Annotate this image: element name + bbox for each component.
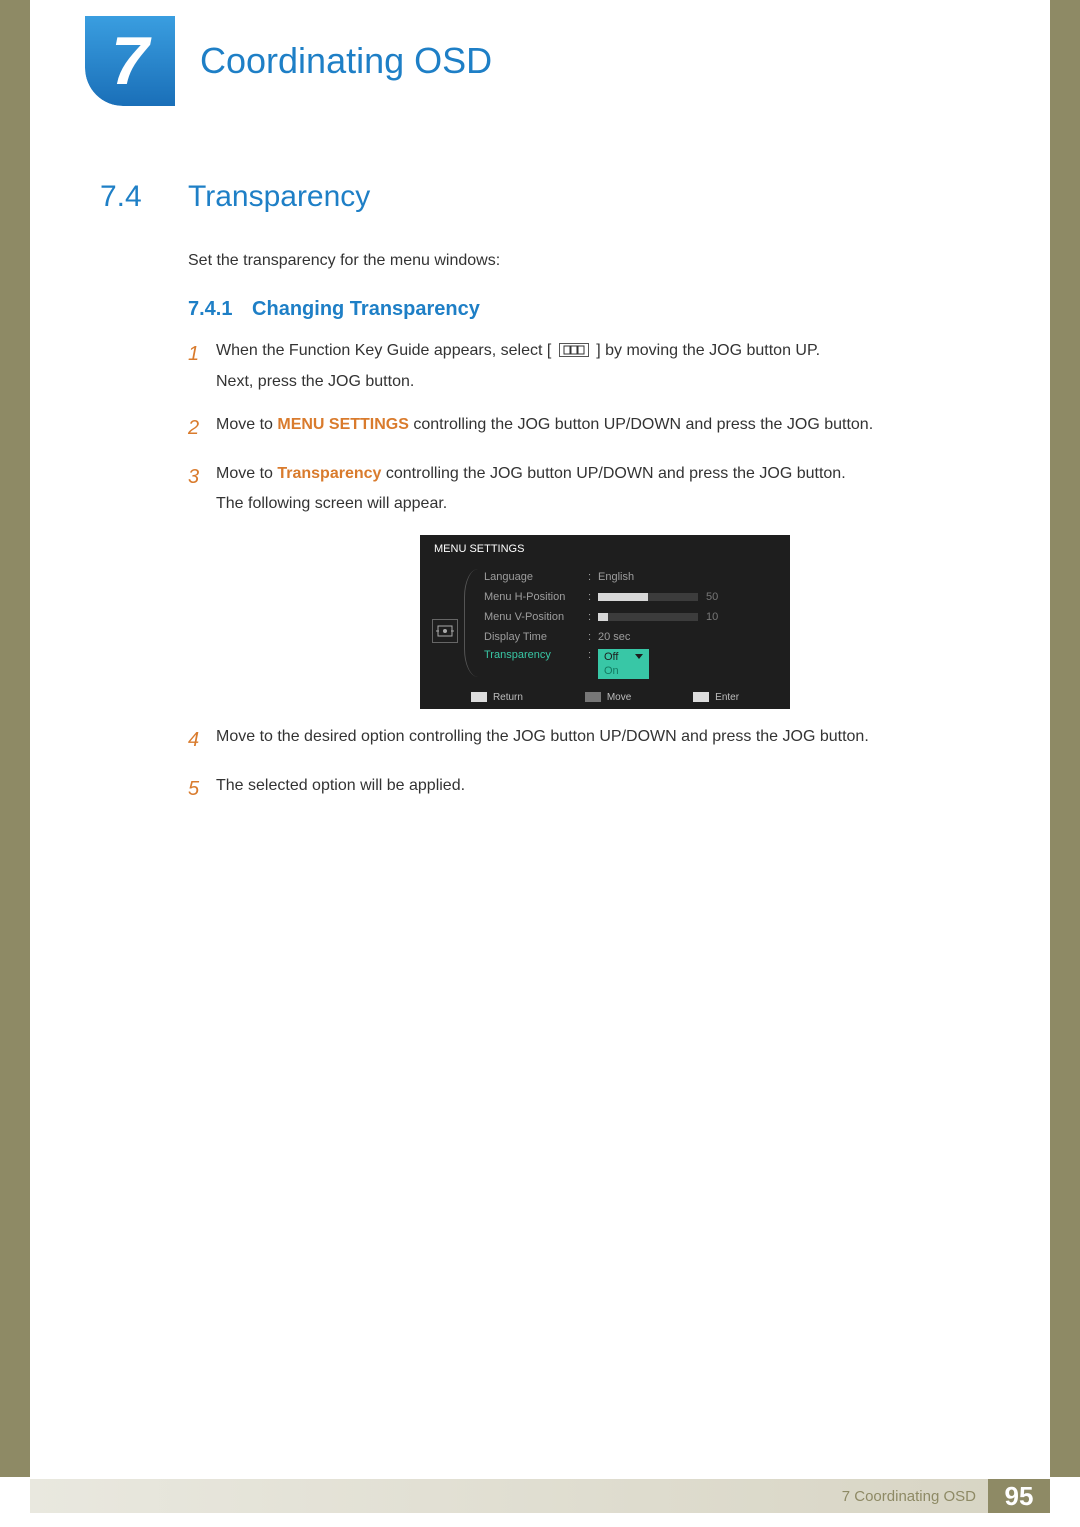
osd-option-selected: Off [604,651,618,663]
section-title: Transparency [188,180,370,214]
chapter-number: 7 [85,16,175,106]
step-number: 4 [188,725,216,756]
osd-footer-move: Move [607,692,631,703]
step-number: 1 [188,339,216,395]
osd-slider [598,593,698,601]
osd-row-transparency: Transparency : Off On [480,647,776,679]
osd-row-language: Language : English [480,567,776,587]
menu-icon [559,343,589,357]
section-number: 7.4 [100,180,188,214]
step-text: controlling the JOG button UP/DOWN and p… [386,465,846,482]
right-margin-bar [1050,0,1080,1477]
subsection-heading: 7.4.1 Changing Transparency [188,298,990,321]
subsection-title: Changing Transparency [252,298,480,320]
osd-slider [598,613,698,621]
page-body: 7 Coordinating OSD 7.4 Transparency Set … [30,0,1050,1527]
chapter-title: Coordinating OSD [200,40,492,82]
step-text: Move to the desired option controlling t… [216,725,990,756]
osd-row-vposition: Menu V-Position : 10 [480,607,776,627]
osd-row-displaytime: Display Time : 20 sec [480,627,776,647]
step-1: 1 When the Function Key Guide appears, s… [188,339,990,395]
step-text: Move to [216,416,277,433]
step-text: ] by moving the JOG button UP. [596,342,820,359]
enter-key-icon [693,692,709,702]
move-key-icon [585,692,601,702]
section-heading: 7.4 Transparency [100,180,990,214]
footer-chapter-ref: 7 Coordinating OSD [842,1488,976,1505]
osd-value: 10 [706,611,718,623]
osd-curve-decoration [464,569,478,677]
step-2: 2 Move to MENU SETTINGS controlling the … [188,413,990,444]
step-number: 5 [188,774,216,805]
step-text: controlling the JOG button UP/DOWN and p… [413,416,873,433]
osd-label-active: Transparency [484,649,588,661]
transparency-label: Transparency [277,465,381,482]
osd-title: MENU SETTINGS [420,535,790,563]
step-4: 4 Move to the desired option controlling… [188,725,990,756]
osd-footer-return: Return [493,692,523,703]
osd-footer-enter: Enter [715,692,739,703]
osd-label: Language [484,571,588,583]
step-text: The selected option will be applied. [216,774,990,805]
subsection-number: 7.4.1 [188,298,232,320]
osd-value: 20 sec [598,631,630,643]
menu-settings-label: MENU SETTINGS [277,416,409,433]
osd-value: English [598,571,634,583]
step-text: When the Function Key Guide appears, sel… [216,342,551,359]
osd-dropdown: Off On [598,649,649,679]
step-text: Next, press the JOG button. [216,370,990,395]
osd-slider-fill [598,613,608,621]
osd-footer: Return Move Enter [420,685,790,709]
page-footer: 7 Coordinating OSD 95 [0,1477,1080,1527]
step-3: 3 Move to Transparency controlling the J… [188,462,990,518]
osd-label: Menu V-Position [484,611,588,623]
page-number: 95 [988,1479,1050,1513]
osd-row-hposition: Menu H-Position : 50 [480,587,776,607]
chapter-tab: 7 [85,16,175,106]
step-text: The following screen will appear. [216,492,990,517]
osd-option: On [604,664,619,678]
osd-category-icon [432,619,458,643]
section-intro: Set the transparency for the menu window… [188,252,990,270]
step-number: 3 [188,462,216,518]
osd-screenshot: MENU SETTINGS Language : English [420,535,790,709]
osd-slider-fill [598,593,648,601]
left-margin-bar [0,0,30,1477]
step-text: Move to [216,465,277,482]
osd-value: 50 [706,591,718,603]
step-5: 5 The selected option will be applied. [188,774,990,805]
return-key-icon [471,692,487,702]
osd-label: Display Time [484,631,588,643]
osd-label: Menu H-Position [484,591,588,603]
step-number: 2 [188,413,216,444]
